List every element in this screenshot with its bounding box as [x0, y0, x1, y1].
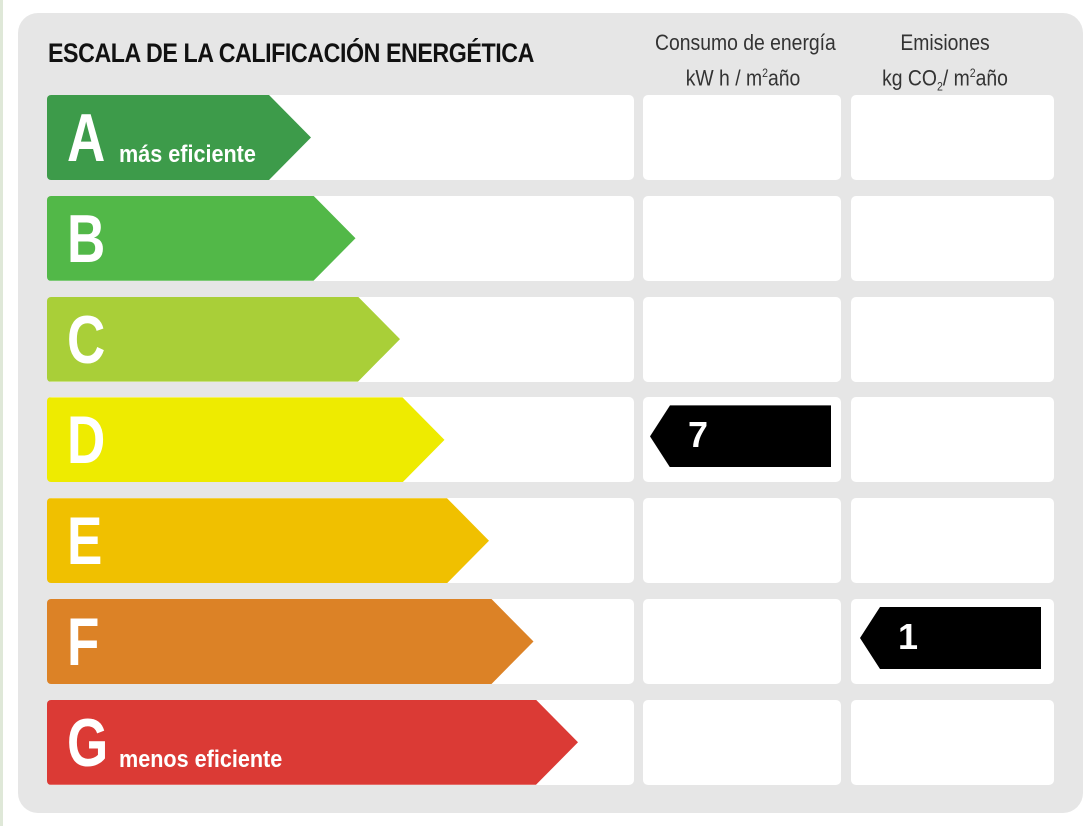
rating-sublabel-g: menos eficiente: [119, 745, 283, 773]
side-border: [0, 0, 3, 826]
rating-row-c: C: [47, 296, 1054, 382]
emisiones-cell-c: [851, 296, 1054, 382]
consumo-marker: 7: [650, 405, 831, 468]
consumo-marker-value: 7: [688, 414, 709, 456]
rating-cell-e: E: [47, 498, 634, 584]
consumo-cell-e: [643, 498, 841, 584]
emisiones-cell-f: 1: [851, 599, 1054, 684]
rating-arrow-b: B: [47, 195, 356, 281]
emisiones-cell-b: [851, 195, 1054, 281]
column-header-emisiones: Emisiones kg CO2/ m2año: [857, 28, 1033, 102]
rating-letter-c: C: [67, 301, 106, 378]
emisiones-cell-g: [851, 699, 1054, 785]
rating-letter-g: G: [67, 704, 109, 781]
emisiones-marker: 1: [860, 607, 1041, 669]
rating-letter-e: E: [67, 503, 103, 580]
chart-title: ESCALA DE LA CALIFICACIÓN ENERGÉTICA: [48, 38, 534, 68]
emisiones-cell-e: [851, 498, 1054, 584]
column-header-consumo: Consumo de energía kW h / m2año: [655, 28, 836, 93]
rating-letter-f: F: [67, 604, 100, 680]
rating-letter-d: D: [67, 402, 106, 479]
rating-cell-c: C: [47, 296, 634, 382]
consumo-header-line1: Consumo de energía: [655, 30, 836, 55]
consumo-header-line2: kW h / m2año: [685, 65, 801, 91]
emisiones-header-line1: Emisiones: [900, 30, 990, 55]
emisiones-header-line2: kg CO2/ m2año: [882, 65, 1008, 94]
rating-arrow-d: D: [47, 397, 445, 483]
rating-row-e: E: [47, 498, 1054, 584]
rating-cell-d: D: [47, 397, 634, 483]
emisiones-marker-value: 1: [898, 616, 919, 657]
rating-cell-b: B: [47, 195, 634, 281]
rating-arrow-e: E: [47, 498, 489, 584]
rating-letter-b: B: [67, 200, 106, 277]
consumo-cell-f: [643, 599, 841, 684]
consumo-cell-a: [643, 95, 841, 180]
consumo-cell-d: 7: [643, 397, 841, 483]
rating-row-b: B: [47, 195, 1054, 281]
consumo-cell-c: [643, 296, 841, 382]
rating-sublabel-a: más eficiente: [119, 141, 256, 168]
emisiones-cell-a: [851, 95, 1054, 180]
rating-letter-a: A: [67, 100, 106, 176]
rating-cell-f: F: [47, 599, 634, 684]
consumo-cell-g: [643, 699, 841, 785]
consumo-cell-b: [643, 195, 841, 281]
emisiones-cell-d: [851, 397, 1054, 483]
rating-arrow-c: C: [47, 296, 400, 382]
rating-arrow-f: F: [47, 599, 534, 684]
